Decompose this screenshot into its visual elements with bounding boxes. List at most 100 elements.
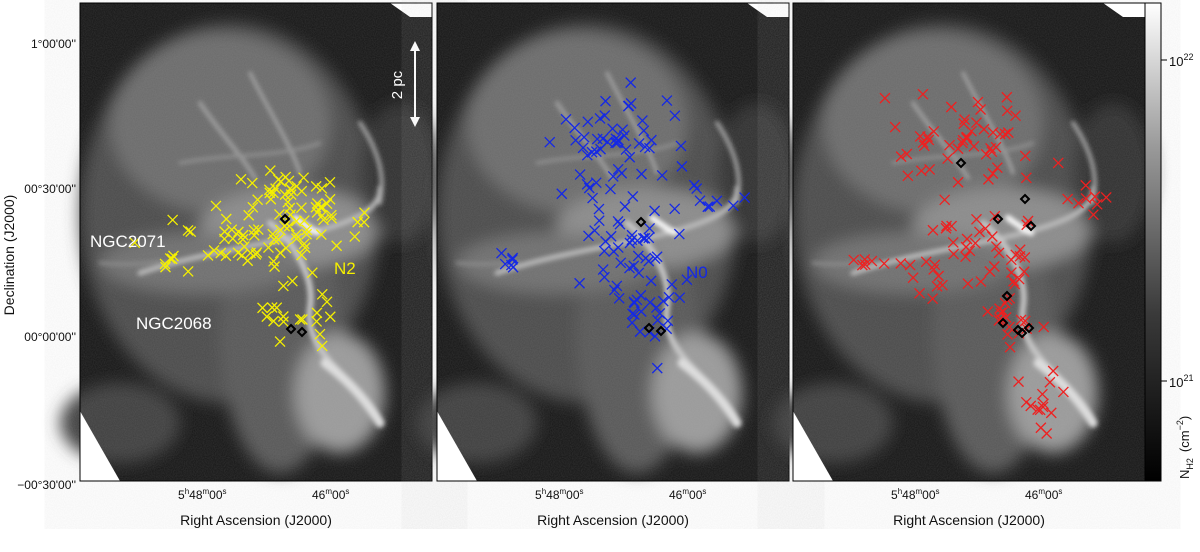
source-marker: [610, 137, 622, 149]
source-marker: [928, 263, 940, 275]
source-marker: [1001, 91, 1013, 103]
source-marker: [291, 233, 302, 245]
source-marker: [965, 125, 977, 137]
source-marker: [945, 101, 957, 113]
source-marker: [326, 212, 338, 224]
source-marker: [859, 254, 871, 265]
source-marker: [859, 259, 871, 270]
y-axis-title: Declination (J2000): [1, 195, 17, 316]
source-marker: [271, 302, 283, 314]
source-marker: [569, 122, 581, 134]
source-marker: [286, 275, 298, 287]
source-marker: [622, 100, 634, 112]
source-marker: [311, 198, 323, 209]
source-marker: [182, 224, 194, 236]
source-marker: [942, 153, 954, 165]
source-marker: [652, 314, 664, 326]
source-marker: [960, 251, 972, 263]
source-marker: [284, 183, 296, 195]
source-marker: [848, 254, 860, 266]
x-axis-panel-2: 5h48m00s 46m00s Right Ascension (J2000): [535, 487, 706, 528]
source-marker: [215, 247, 227, 259]
source-marker: [168, 250, 179, 262]
colorbar-label: NH2(cm−2): [1175, 416, 1195, 479]
x-tick-label: 5h48m00s: [535, 487, 584, 502]
scale-bar: 2 pc: [389, 41, 420, 127]
source-marker: [248, 224, 260, 236]
source-marker: [889, 121, 901, 133]
source-marker: [270, 183, 282, 195]
source-marker: [210, 200, 222, 212]
scale-bar-label: 2 pc: [389, 70, 406, 99]
source-marker: [936, 279, 948, 291]
source-marker: [1037, 401, 1049, 413]
source-marker: [310, 180, 322, 192]
special-source-marker: [1001, 290, 1013, 302]
source-marker: [1062, 193, 1074, 205]
region-label-n0: N0: [686, 263, 708, 282]
source-marker: [615, 257, 627, 269]
source-marker: [924, 163, 936, 175]
source-marker: [922, 131, 934, 143]
source-marker: [252, 224, 264, 235]
source-marker: [324, 311, 336, 323]
source-marker: [296, 249, 308, 261]
source-marker: [620, 144, 632, 155]
source-marker: [638, 125, 650, 137]
source-marker: [675, 140, 687, 152]
source-marker: [301, 228, 313, 240]
source-marker: [917, 88, 929, 100]
source-marker: [272, 234, 284, 246]
special-source-marker: [1016, 327, 1028, 339]
source-marker: [257, 302, 268, 314]
source-marker: [321, 198, 333, 210]
y-tick-label: 00°30'00'': [24, 182, 76, 196]
x-axis-title: Right Ascension (J2000): [893, 512, 1045, 528]
source-marker: [166, 253, 178, 265]
source-marker: [560, 113, 572, 125]
source-marker: [290, 215, 302, 227]
source-marker: [952, 143, 964, 155]
source-marker: [645, 275, 657, 287]
source-marker: [237, 229, 249, 241]
special-source-marker: [997, 317, 1009, 329]
source-marker: [929, 259, 941, 271]
source-marker: [1057, 386, 1069, 398]
source-marker: [656, 170, 668, 181]
source-marker: [316, 210, 328, 222]
source-marker: [331, 240, 343, 252]
source-marker: [316, 288, 328, 300]
source-marker: [1001, 105, 1013, 117]
source-marker: [986, 231, 998, 242]
marker-group: [848, 88, 1112, 439]
source-marker: [274, 336, 286, 348]
source-marker: [586, 146, 598, 158]
source-marker: [636, 168, 647, 180]
source-marker: [878, 258, 890, 270]
source-marker: [933, 270, 945, 282]
source-marker: [971, 117, 982, 129]
source-marker: [245, 247, 256, 259]
source-marker: [635, 306, 647, 317]
source-marker: [624, 237, 636, 249]
special-source-marker: [655, 325, 667, 337]
source-marker: [626, 234, 638, 246]
source-marker: [651, 362, 663, 374]
source-marker: [577, 142, 589, 154]
source-marker: [226, 224, 238, 236]
source-marker: [593, 203, 605, 215]
source-marker: [636, 115, 648, 127]
source-marker: [279, 220, 291, 232]
source-marker: [1052, 157, 1064, 169]
source-marker: [940, 222, 952, 234]
panel-frame: [436, 2, 790, 482]
source-marker: [243, 209, 255, 221]
source-marker: [961, 131, 973, 143]
source-marker: [610, 133, 622, 145]
panel-2: N0: [417, 3, 797, 481]
source-marker: [1025, 400, 1037, 412]
source-marker: [643, 232, 655, 244]
source-marker: [649, 253, 661, 265]
source-marker: [969, 237, 981, 249]
